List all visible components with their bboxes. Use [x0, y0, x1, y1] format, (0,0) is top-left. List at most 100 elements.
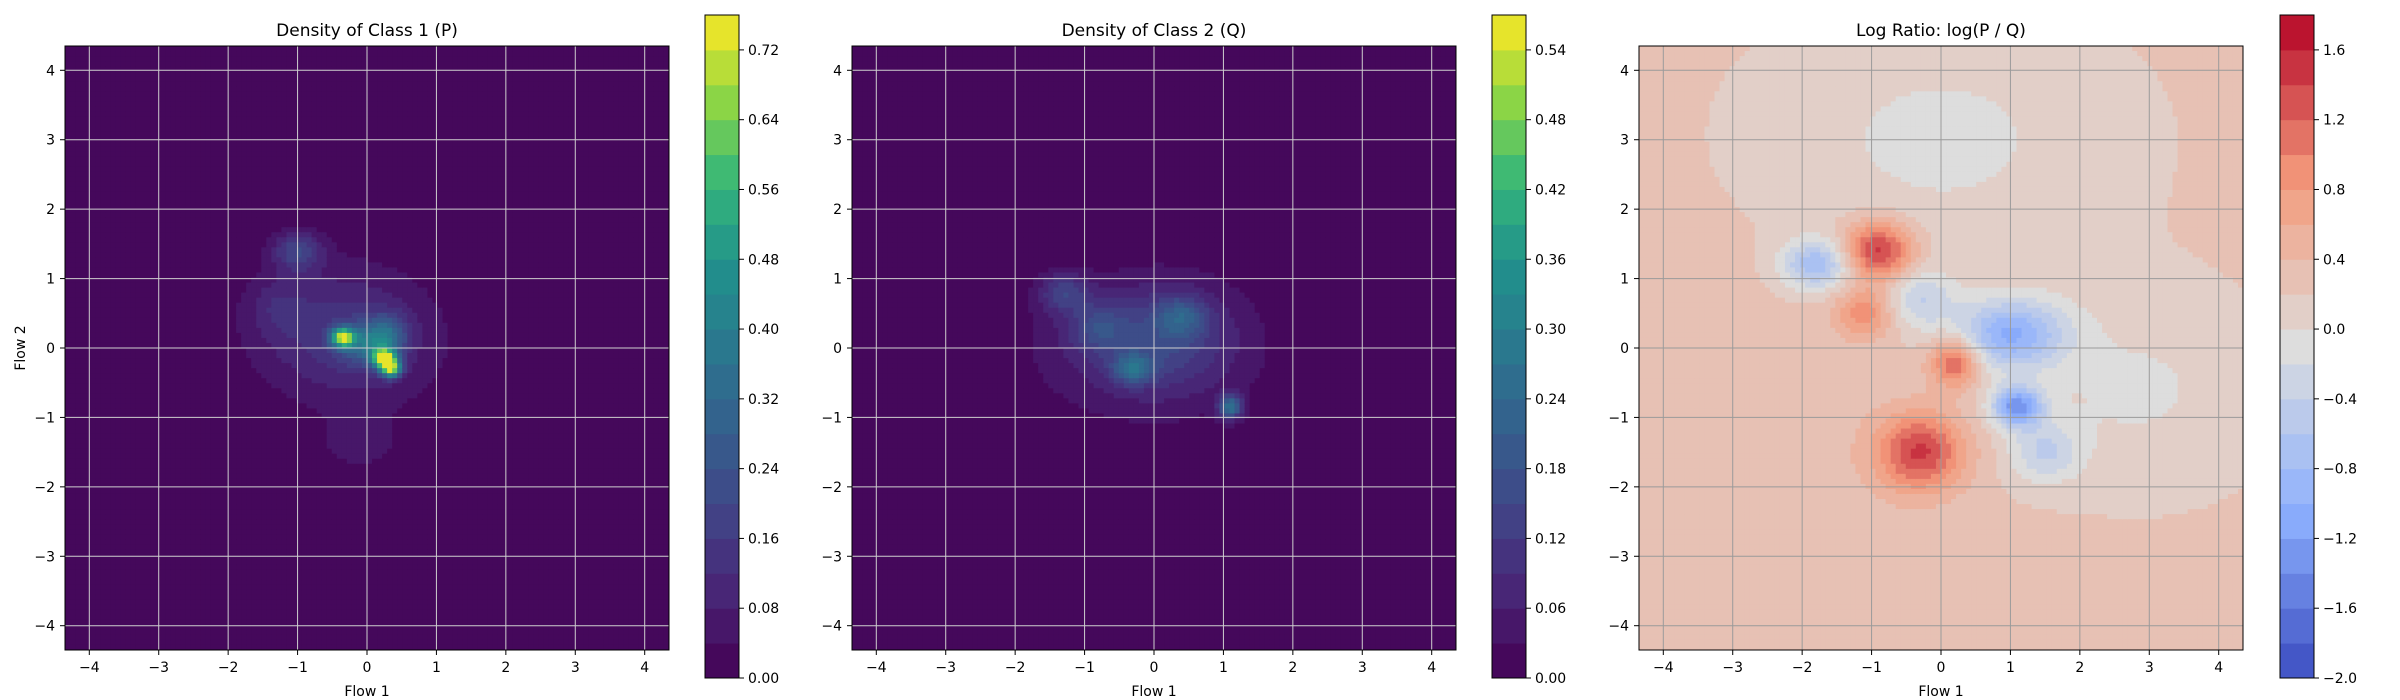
heatmap-cell — [145, 589, 152, 596]
heatmap-cell — [231, 534, 237, 540]
heatmap-cell — [90, 373, 96, 379]
heatmap-cell — [205, 287, 212, 294]
heatmap-cell — [241, 468, 247, 475]
heatmap-cell — [160, 66, 167, 72]
heatmap-cell — [95, 96, 101, 102]
heatmap-cell — [100, 559, 106, 566]
heatmap-cell — [190, 408, 197, 415]
heatmap-cell — [165, 564, 172, 571]
heatmap-cell — [125, 267, 132, 274]
heatmap-cell — [200, 317, 207, 324]
heatmap-cell — [130, 252, 137, 258]
heatmap-cell — [105, 408, 111, 415]
heatmap-cell — [246, 86, 252, 92]
heatmap-cell — [115, 126, 121, 133]
heatmap-cell — [80, 202, 86, 208]
heatmap-cell — [80, 559, 86, 566]
heatmap-cell — [246, 368, 252, 374]
heatmap-cell — [175, 448, 182, 455]
heatmap-cell — [226, 559, 232, 566]
heatmap-cell — [145, 242, 152, 248]
heatmap-cell — [185, 458, 192, 465]
heatmap-cell — [180, 574, 187, 581]
heatmap-cell — [90, 237, 96, 243]
heatmap-cell — [231, 61, 237, 67]
heatmap-cell — [115, 473, 121, 480]
heatmap-cell — [190, 393, 197, 399]
heatmap-cell — [165, 71, 172, 77]
heatmap-cell — [75, 86, 81, 92]
heatmap-cell — [180, 624, 187, 631]
heatmap-cell — [231, 423, 237, 430]
heatmap-cell — [226, 609, 232, 616]
heatmap-cell — [120, 559, 126, 566]
heatmap-cell — [251, 197, 257, 203]
heatmap-cell — [205, 473, 212, 480]
heatmap-cell — [160, 342, 167, 349]
heatmap-cell — [170, 398, 177, 404]
heatmap-cell — [266, 549, 272, 555]
heatmap-cell — [241, 262, 247, 269]
heatmap-cell — [100, 423, 106, 430]
heatmap-cell — [90, 332, 96, 339]
heatmap-cell — [85, 51, 91, 57]
heatmap-cell — [246, 418, 252, 425]
heatmap-cell — [175, 393, 182, 399]
heatmap-cell — [246, 247, 252, 253]
heatmap-cell — [266, 252, 272, 258]
heatmap-cell — [70, 488, 76, 495]
heatmap-cell — [120, 292, 126, 299]
heatmap-cell — [221, 443, 227, 450]
heatmap-cell — [160, 317, 167, 324]
heatmap-cell — [195, 539, 202, 545]
heatmap-cell — [165, 332, 172, 339]
heatmap-cell — [216, 423, 222, 430]
heatmap-cell — [236, 353, 242, 359]
heatmap-cell — [175, 398, 182, 404]
heatmap-cell — [185, 519, 192, 525]
heatmap-cell — [140, 403, 147, 409]
heatmap-cell — [150, 458, 157, 465]
heatmap-cell — [231, 111, 237, 118]
heatmap-cell — [271, 106, 277, 113]
heatmap-cell — [185, 56, 192, 62]
heatmap-cell — [85, 292, 91, 299]
heatmap-cell — [175, 594, 182, 601]
heatmap-cell — [125, 559, 132, 566]
heatmap-cell — [85, 121, 91, 128]
heatmap-cell — [170, 368, 177, 374]
heatmap-cell — [95, 342, 101, 349]
heatmap-cell — [256, 519, 262, 525]
heatmap-cell — [241, 624, 247, 631]
heatmap-cell — [200, 197, 207, 203]
heatmap-cell — [70, 353, 76, 359]
heatmap-cell — [236, 66, 242, 72]
heatmap-cell — [261, 101, 267, 107]
heatmap-cell — [95, 504, 101, 510]
heatmap-cell — [205, 307, 212, 314]
heatmap-cell — [75, 584, 81, 591]
heatmap-cell — [180, 509, 187, 515]
heatmap-cell — [140, 46, 147, 52]
heatmap-cell — [271, 388, 277, 394]
heatmap-cell — [251, 282, 257, 289]
heatmap-cell — [80, 468, 86, 475]
heatmap-cell — [246, 252, 252, 258]
heatmap-cell — [135, 267, 142, 274]
heatmap-cell — [65, 146, 71, 153]
heatmap-cell — [165, 156, 172, 163]
heatmap-cell — [75, 514, 81, 520]
heatmap-cell — [185, 202, 192, 208]
heatmap-cell — [200, 554, 207, 560]
heatmap-cell — [140, 287, 147, 294]
heatmap-cell — [216, 468, 222, 475]
heatmap-cell — [105, 564, 111, 571]
heatmap-cell — [105, 292, 111, 299]
heatmap-cell — [65, 186, 71, 193]
heatmap-cell — [150, 559, 157, 566]
heatmap-cell — [226, 161, 232, 168]
heatmap-cell — [241, 599, 247, 606]
heatmap-cell — [160, 378, 167, 384]
heatmap-cell — [85, 151, 91, 158]
heatmap-cell — [236, 488, 242, 495]
